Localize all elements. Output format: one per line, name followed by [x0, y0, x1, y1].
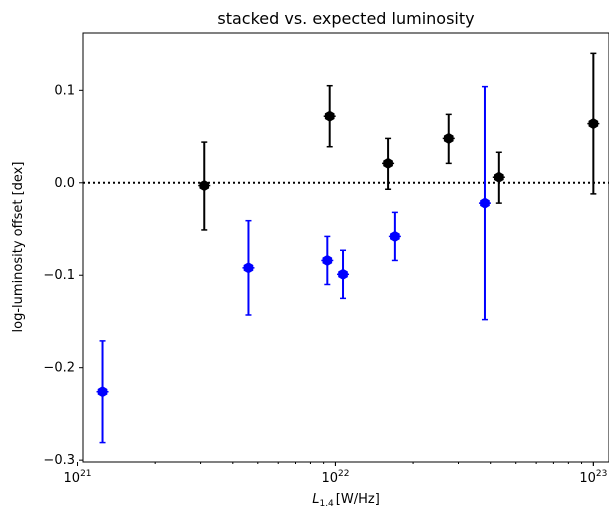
- x-axis-label-subscript: 1.4: [319, 499, 334, 509]
- chart-title: stacked vs. expected luminosity: [217, 9, 474, 28]
- y-axis-label: log-luminosity offset [dex]: [11, 162, 26, 333]
- x-axis-label: L1.4 [W/Hz]: [312, 492, 380, 509]
- series-1: [96, 85, 491, 444]
- data-point: [588, 118, 599, 130]
- y-tick-label: −0.2: [43, 361, 75, 376]
- data-point: [324, 110, 335, 122]
- x-tick-label: 1022: [321, 469, 349, 486]
- series-0: [198, 52, 600, 231]
- plot-frame: [82, 32, 609, 463]
- data-point: [493, 171, 504, 183]
- x-tick-label: 1023: [579, 469, 607, 486]
- data-point: [338, 268, 348, 280]
- y-tick-label: −0.1: [43, 268, 75, 283]
- data-point: [443, 132, 454, 144]
- y-tick-label: −0.3: [43, 453, 75, 468]
- x-axis-label-unit: [W/Hz]: [336, 492, 380, 507]
- x-axis: 1021 1022 1023: [64, 462, 607, 486]
- x-axis-label-symbol: L: [312, 492, 319, 507]
- data-point: [199, 179, 210, 192]
- plot-area: [83, 52, 609, 444]
- y-tick-label: 0.0: [54, 176, 75, 191]
- data-point: [243, 262, 254, 274]
- data-point: [383, 157, 393, 169]
- y-axis: 0.1 0.0 −0.1 −0.2 −0.3: [43, 83, 83, 468]
- data-point: [322, 254, 333, 267]
- x-tick-label: 1021: [64, 469, 92, 486]
- y-tick-label: 0.1: [54, 83, 75, 98]
- data-point: [480, 197, 490, 209]
- data-point: [97, 386, 108, 398]
- data-point: [390, 230, 400, 242]
